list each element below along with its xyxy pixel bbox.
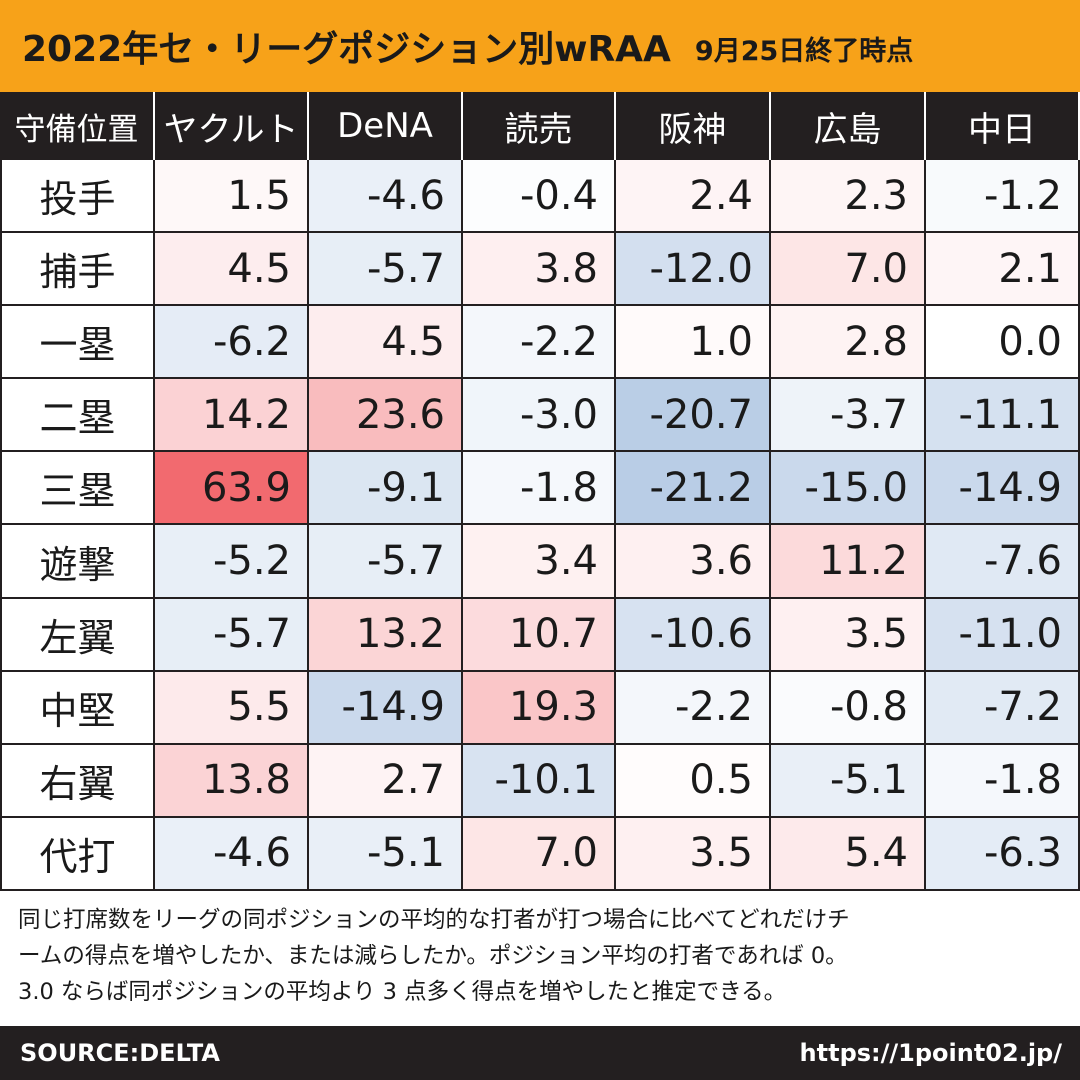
value-cell: -7.6 [926, 525, 1080, 599]
value-cell: 1.0 [616, 306, 771, 380]
row-label-position: 二塁 [0, 379, 155, 453]
header-team: 中日 [926, 92, 1080, 160]
value-cell: -1.8 [463, 452, 616, 526]
row-label-position: 遊撃 [0, 525, 155, 599]
row-label-position: 一塁 [0, 306, 155, 380]
title-bar: 2022年セ・リーグポジション別wRAA 9月25日終了時点 [0, 0, 1080, 92]
value-cell: -5.7 [309, 233, 463, 307]
value-cell: -0.4 [463, 160, 616, 234]
note-line: 3.0 ならば同ポジションの平均より 3 点多く得点を増やしたと推定できる。 [18, 979, 787, 1005]
header-team: 阪神 [616, 92, 771, 160]
value-cell: -11.0 [926, 598, 1080, 672]
row-label-position: 中堅 [0, 671, 155, 745]
value-cell: -3.7 [771, 379, 926, 453]
header-team: 読売 [463, 92, 616, 160]
value-cell: -20.7 [616, 379, 771, 453]
value-cell: -5.7 [155, 598, 309, 672]
value-cell: -14.9 [309, 671, 463, 745]
source-label: SOURCE:DELTA [20, 1039, 220, 1067]
row-label-position: 左翼 [0, 598, 155, 672]
value-cell: -12.0 [616, 233, 771, 307]
value-cell: -5.2 [155, 525, 309, 599]
value-cell: 2.8 [771, 306, 926, 380]
value-cell: 4.5 [155, 233, 309, 307]
value-cell: -1.8 [926, 744, 1080, 818]
value-cell: -21.2 [616, 452, 771, 526]
value-cell: 2.7 [309, 744, 463, 818]
value-cell: -4.6 [155, 817, 309, 891]
value-cell: -1.2 [926, 160, 1080, 234]
value-cell: -5.7 [309, 525, 463, 599]
value-cell: 7.0 [771, 233, 926, 307]
row-label-position: 三塁 [0, 452, 155, 526]
value-cell: -5.1 [309, 817, 463, 891]
value-cell: 0.0 [926, 306, 1080, 380]
value-cell: 19.3 [463, 671, 616, 745]
value-cell: 2.1 [926, 233, 1080, 307]
value-cell: 1.5 [155, 160, 309, 234]
value-cell: -14.9 [926, 452, 1080, 526]
header-team: DeNA [309, 92, 463, 160]
value-cell: 23.6 [309, 379, 463, 453]
value-cell: 5.5 [155, 671, 309, 745]
row-label-position: 投手 [0, 160, 155, 234]
value-cell: -15.0 [771, 452, 926, 526]
site-url[interactable]: https://1point02.jp/ [799, 1039, 1062, 1067]
value-cell: 13.8 [155, 744, 309, 818]
value-cell: -0.8 [771, 671, 926, 745]
value-cell: -2.2 [463, 306, 616, 380]
value-cell: 2.3 [771, 160, 926, 234]
row-label-position: 捕手 [0, 233, 155, 307]
value-cell: -7.2 [926, 671, 1080, 745]
chart-subtitle: 9月25日終了時点 [694, 35, 914, 67]
value-cell: 3.5 [616, 817, 771, 891]
value-cell: 13.2 [309, 598, 463, 672]
note-line: ームの得点を増やしたか、または減らしたか。ポジション平均の打者であれば 0。 [18, 943, 848, 969]
value-cell: -2.2 [616, 671, 771, 745]
value-cell: 14.2 [155, 379, 309, 453]
value-cell: -6.2 [155, 306, 309, 380]
value-cell: -9.1 [309, 452, 463, 526]
value-cell: -4.6 [309, 160, 463, 234]
chart-title: 2022年セ・リーグポジション別wRAA [22, 29, 671, 70]
value-cell: 11.2 [771, 525, 926, 599]
value-cell: 3.4 [463, 525, 616, 599]
value-cell: -3.0 [463, 379, 616, 453]
value-cell: 2.4 [616, 160, 771, 234]
value-cell: 63.9 [155, 452, 309, 526]
header-team: 広島 [771, 92, 926, 160]
wraa-table: 守備位置 ヤクルト DeNA 読売 阪神 広島 中日 投手 1.5 -4.6 -0.4 2.4 2.3-… [0, 92, 1080, 891]
footer-bar: SOURCE:DELTA https://1point02.jp/ [0, 1026, 1080, 1080]
header-corner: 守備位置 [0, 92, 155, 160]
row-label-position: 代打 [0, 817, 155, 891]
row-label-position: 右翼 [0, 744, 155, 818]
header-team: ヤクルト [155, 92, 309, 160]
value-cell: 7.0 [463, 817, 616, 891]
value-cell: -10.1 [463, 744, 616, 818]
value-cell: 3.6 [616, 525, 771, 599]
value-cell: 4.5 [309, 306, 463, 380]
value-cell: 3.5 [771, 598, 926, 672]
note-line: 同じ打席数をリーグの同ポジションの平均的な打者が打つ場合に比べてどれだけチ [18, 907, 850, 933]
value-cell: -10.6 [616, 598, 771, 672]
value-cell: -6.3 [926, 817, 1080, 891]
value-cell: 3.8 [463, 233, 616, 307]
value-cell: 0.5 [616, 744, 771, 818]
value-cell: 5.4 [771, 817, 926, 891]
value-cell: -11.1 [926, 379, 1080, 453]
value-cell: -5.1 [771, 744, 926, 818]
value-cell: 10.7 [463, 598, 616, 672]
explanation-note: 同じ打席数をリーグの同ポジションの平均的な打者が打つ場合に比べてどれだけチ ーム… [18, 902, 1068, 1010]
